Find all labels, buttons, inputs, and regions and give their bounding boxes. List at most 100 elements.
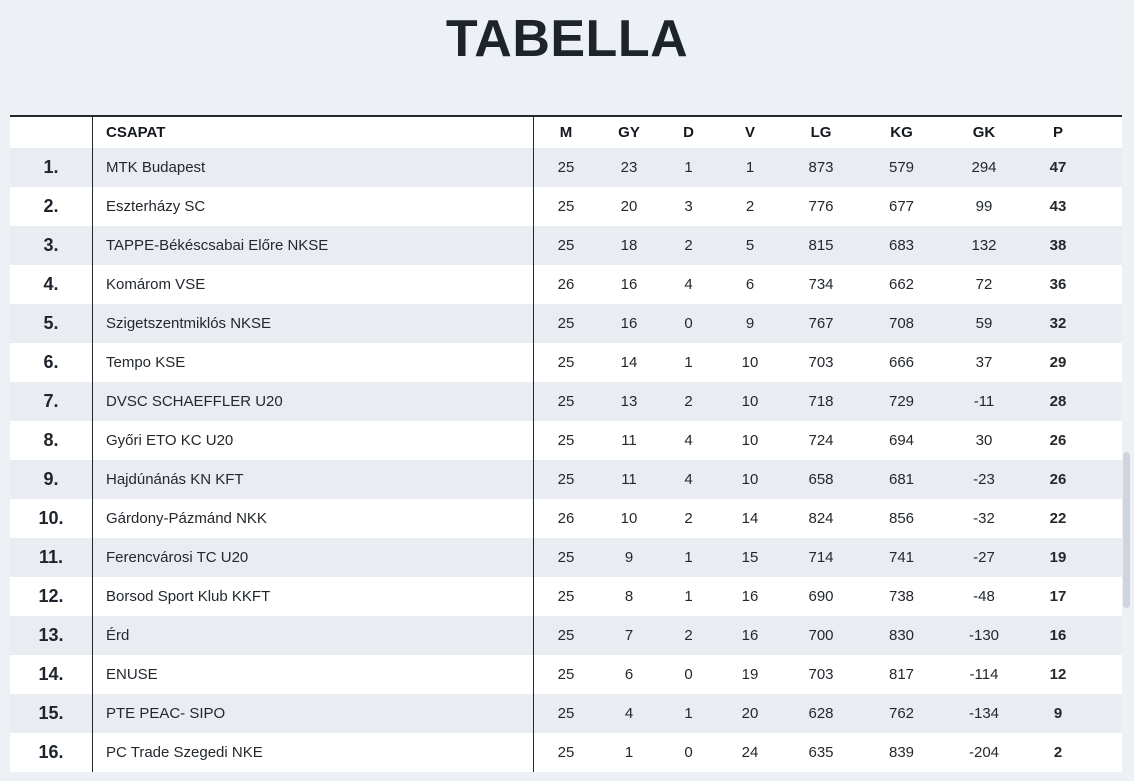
stat-cell-v: 10 bbox=[741, 432, 759, 449]
stat-cell-gy: 11 bbox=[621, 432, 637, 449]
stat-cell-v: 15 bbox=[741, 549, 759, 566]
table-row[interactable]: 2. Eszterházy SC 25 20 3 2 776 677 99 43 bbox=[10, 187, 1122, 226]
team-name: Gárdony-Pázmánd NKK bbox=[92, 499, 533, 538]
stat-cell-v: 2 bbox=[745, 198, 755, 215]
stat-cell-gy: 13 bbox=[620, 393, 638, 410]
stat-cell-lg: 734 bbox=[808, 276, 834, 293]
rank-cell: 12. bbox=[38, 586, 64, 606]
table-row[interactable]: 13. Érd 25 7 2 16 700 830 -130 16 bbox=[10, 616, 1122, 655]
rank-cell: 15. bbox=[38, 703, 64, 723]
stat-cell-p: 36 bbox=[1049, 276, 1067, 293]
stat-cell-p: 2 bbox=[1053, 744, 1063, 761]
stat-cell-gk: 72 bbox=[975, 276, 993, 293]
stat-cell-d: 2 bbox=[684, 393, 693, 410]
table-body: 1. MTK Budapest 25 23 1 1 873 579 294 47 2. Eszterh… bbox=[10, 148, 1122, 772]
stat-cell-gy: 9 bbox=[624, 549, 634, 566]
rank-cell: 10. bbox=[38, 508, 64, 528]
stat-cell-v: 14 bbox=[741, 510, 759, 527]
team-name: DVSC SCHAEFFLER U20 bbox=[92, 382, 533, 421]
table-row[interactable]: 12. Borsod Sport Klub KKFT 25 8 1 16 690 738 -48… bbox=[10, 577, 1122, 616]
stat-cell-m: 25 bbox=[533, 421, 598, 460]
team-name: Szigetszentmiklós NKSE bbox=[92, 304, 533, 343]
table-row[interactable]: 14. ENUSE 25 6 0 19 703 817 -114 12 bbox=[10, 655, 1122, 694]
table-row[interactable]: 15. PTE PEAC- SIPO 25 4 1 20 628 762 -134 9 bbox=[10, 694, 1122, 733]
stat-cell-d: 1 bbox=[684, 588, 693, 605]
rank-cell: 2. bbox=[43, 196, 59, 216]
stat-cell-p: 26 bbox=[1049, 471, 1067, 488]
stat-cell-v: 10 bbox=[741, 471, 759, 488]
stat-cell-v: 20 bbox=[741, 705, 759, 722]
stat-cell-m: 25 bbox=[533, 460, 598, 499]
stat-cell-m: 25 bbox=[533, 226, 598, 265]
stat-cell-gy: 18 bbox=[620, 237, 638, 254]
stat-cell-kg: 681 bbox=[888, 471, 915, 488]
stat-cell-gk: -204 bbox=[968, 744, 1000, 761]
table-row[interactable]: 4. Komárom VSE 26 16 4 6 734 662 72 36 bbox=[10, 265, 1122, 304]
table-row[interactable]: 9. Hajdúnánás KN KFT 25 11 4 10 658 681 -23 26 bbox=[10, 460, 1122, 499]
team-name: Tempo KSE bbox=[92, 343, 533, 382]
stat-cell-kg: 856 bbox=[888, 510, 915, 527]
stat-cell-gk: 294 bbox=[971, 159, 997, 176]
stat-cell-p: 47 bbox=[1049, 159, 1067, 176]
stat-cell-d: 1 bbox=[684, 705, 693, 722]
table-row[interactable]: 1. MTK Budapest 25 23 1 1 873 579 294 47 bbox=[10, 148, 1122, 187]
stat-cell-gk: 99 bbox=[975, 198, 993, 215]
table-row[interactable]: 11. Ferencvárosi TC U20 25 9 1 15 714 741 -27 19 bbox=[10, 538, 1122, 577]
stat-cell-m: 25 bbox=[533, 616, 598, 655]
stat-cell-m: 25 bbox=[533, 343, 598, 382]
stat-column-header-gy: GY bbox=[618, 124, 640, 141]
team-name: Ferencvárosi TC U20 bbox=[92, 538, 533, 577]
stat-cell-m: 25 bbox=[533, 304, 598, 343]
table-row[interactable]: 3. TAPPE-Békéscsabai Előre NKSE 25 18 2 5 815 6… bbox=[10, 226, 1122, 265]
stat-cell-d: 1 bbox=[684, 354, 693, 371]
stat-cell-v: 6 bbox=[745, 276, 755, 293]
rank-cell: 4. bbox=[43, 274, 59, 294]
stat-cell-v: 5 bbox=[745, 237, 755, 254]
stat-cell-lg: 815 bbox=[808, 237, 834, 254]
stat-cell-gk: -23 bbox=[973, 471, 995, 488]
stat-cell-kg: 666 bbox=[888, 354, 915, 371]
stat-cell-m: 26 bbox=[533, 265, 598, 304]
stat-cell-gk: -48 bbox=[973, 588, 995, 605]
stat-cell-gk: 132 bbox=[971, 237, 997, 254]
stat-cell-gk: -130 bbox=[968, 627, 1000, 644]
stat-cell-gk: -134 bbox=[968, 705, 1000, 722]
stat-cell-m: 25 bbox=[533, 382, 598, 421]
table-row[interactable]: 16. PC Trade Szegedi NKE 25 1 0 24 635 839 -204 2 bbox=[10, 733, 1122, 772]
stat-cell-gk: -114 bbox=[969, 666, 999, 683]
stat-cell-lg: 635 bbox=[808, 744, 834, 761]
team-name: ENUSE bbox=[92, 655, 533, 694]
stat-cell-gk: -32 bbox=[973, 510, 995, 527]
page-title: TABELLA bbox=[445, 10, 689, 68]
scrollbar-thumb[interactable] bbox=[1123, 452, 1130, 608]
team-column-header: CSAPAT bbox=[92, 117, 533, 148]
table-row[interactable]: 5. Szigetszentmiklós NKSE 25 16 0 9 767 708 59 32 bbox=[10, 304, 1122, 343]
stat-cell-gy: 11 bbox=[621, 471, 637, 488]
stat-cell-gk: -11 bbox=[973, 393, 995, 410]
stat-cell-d: 0 bbox=[684, 744, 693, 761]
stat-column-header-m: M bbox=[533, 117, 598, 148]
team-name: MTK Budapest bbox=[92, 148, 533, 187]
stat-column-header-d: D bbox=[683, 124, 694, 141]
table-row[interactable]: 6. Tempo KSE 25 14 1 10 703 666 37 29 bbox=[10, 343, 1122, 382]
table-row[interactable]: 10. Gárdony-Pázmánd NKK 26 10 2 14 824 856 -32 22 bbox=[10, 499, 1122, 538]
table-row[interactable]: 7. DVSC SCHAEFFLER U20 25 13 2 10 718 729 -11 28 bbox=[10, 382, 1122, 421]
stat-cell-kg: 741 bbox=[888, 549, 915, 566]
stat-cell-gy: 20 bbox=[620, 198, 638, 215]
rank-cell: 5. bbox=[43, 313, 59, 333]
stat-cell-lg: 703 bbox=[808, 354, 834, 371]
stat-cell-p: 19 bbox=[1049, 549, 1067, 566]
stat-cell-lg: 700 bbox=[808, 627, 834, 644]
rank-cell: 3. bbox=[43, 235, 59, 255]
stat-cell-m: 25 bbox=[533, 187, 598, 226]
rank-cell: 8. bbox=[43, 430, 59, 450]
rank-cell: 7. bbox=[43, 391, 59, 411]
stat-cell-m: 26 bbox=[533, 499, 598, 538]
stat-cell-kg: 839 bbox=[888, 744, 915, 761]
table-row[interactable]: 8. Győri ETO KC U20 25 11 4 10 724 694 30 26 bbox=[10, 421, 1122, 460]
rank-cell: 11. bbox=[38, 547, 64, 567]
stat-cell-v: 16 bbox=[741, 627, 759, 644]
table-header-row: CSAPAT M GY D V LG KG GK P bbox=[10, 115, 1122, 148]
stat-cell-d: 0 bbox=[684, 315, 693, 332]
stat-cell-v: 1 bbox=[745, 159, 755, 176]
